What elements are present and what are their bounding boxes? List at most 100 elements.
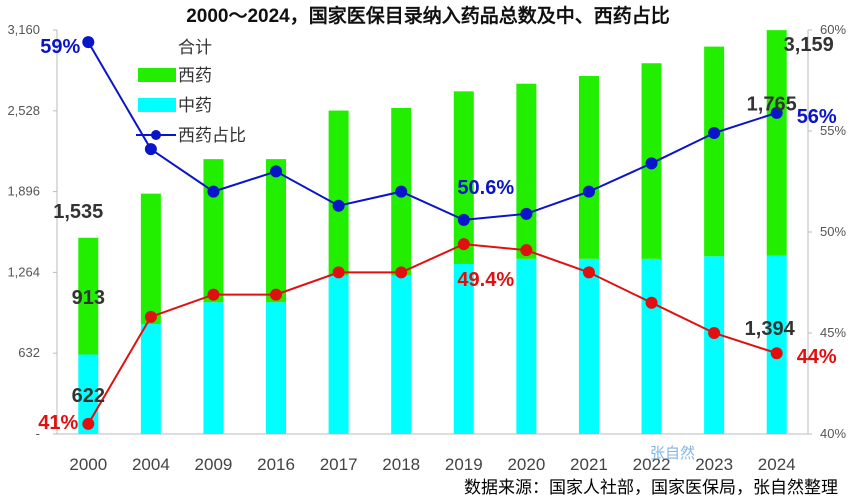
data-label: 44% [797, 346, 837, 368]
annotations: 59% 41% 1,535 913 622 50.6% 49.4% 3,159 1,76556%… [38, 34, 837, 434]
point-chinese-share [332, 266, 345, 279]
data-label: 913 [72, 287, 105, 309]
right-tick-label: 60% [820, 22, 846, 37]
data-label: 622 [72, 385, 105, 407]
left-tick-label: 2,528 [7, 103, 40, 118]
x-tick-label: 2020 [507, 455, 545, 474]
legend: 合计 西药 中药 西药占比 [136, 38, 246, 145]
bar-chinese-medicine [391, 275, 412, 434]
point-western-share [207, 185, 220, 198]
point-western-share [270, 165, 283, 178]
x-tick-label: 2021 [570, 455, 608, 474]
legend-label-chinese: 中药 [178, 96, 212, 115]
left-axis-ticks: - 632 1,264 1,896 2,528 3,160 [7, 22, 57, 441]
point-western-share [645, 157, 658, 170]
point-chinese-share [395, 266, 408, 279]
bar-western-medicine [140, 193, 161, 325]
chart-title: 2000～2024，国家医保目录纳入药品总数及中、西药占比 [186, 4, 670, 27]
axis-lines [56, 30, 809, 435]
point-western-share [82, 36, 95, 49]
legend-swatch-chinese [138, 98, 176, 112]
x-axis-ticks: 2000 2004 2009 2016 2017 2018 2019 2020 2021 2022… [69, 455, 795, 474]
data-label: 49.4% [457, 269, 514, 291]
point-western-share [770, 106, 783, 119]
x-tick-label: 2018 [382, 455, 420, 474]
watermark: 张自然 [650, 445, 695, 462]
data-label: 59% [40, 36, 80, 58]
bar-western-medicine [328, 110, 349, 276]
x-tick-label: 2024 [758, 455, 796, 474]
point-chinese-share [270, 288, 283, 301]
x-tick-label: 2023 [695, 455, 733, 474]
x-tick-label: 2016 [257, 455, 295, 474]
legend-marker-share [151, 130, 161, 140]
data-label: 50.6% [457, 177, 514, 199]
point-western-share [708, 127, 721, 140]
left-tick-label: 1,264 [7, 264, 40, 279]
bar-chinese-medicine [516, 258, 537, 434]
legend-swatch-western [138, 68, 176, 82]
point-chinese-share [207, 288, 220, 301]
point-western-share [332, 199, 345, 212]
right-tick-label: 40% [820, 426, 846, 441]
data-label: 41% [38, 412, 78, 434]
point-chinese-share [520, 244, 533, 257]
left-tick-label: 632 [18, 345, 40, 360]
bar-chinese-medicine [328, 275, 349, 434]
point-western-share [582, 185, 595, 198]
x-tick-label: 2019 [445, 455, 483, 474]
point-chinese-share [144, 310, 157, 323]
right-tick-label: 50% [820, 224, 846, 239]
bar-chinese-medicine [578, 258, 599, 434]
left-tick-label: 3,160 [7, 22, 40, 37]
bar-chinese-medicine [203, 302, 224, 434]
bar-western-medicine [78, 237, 99, 355]
left-tick-label: 1,896 [7, 184, 40, 199]
point-chinese-share [770, 347, 783, 360]
line-series [82, 36, 783, 430]
legend-title: 合计 [178, 38, 212, 57]
legend-label-share: 西药占比 [178, 126, 246, 145]
point-chinese-share [82, 417, 95, 430]
point-chinese-share [708, 327, 721, 339]
bar-western-medicine [203, 159, 224, 303]
bar-western-medicine [516, 83, 537, 259]
data-label: 1,535 [53, 201, 103, 223]
bar-series [78, 30, 787, 434]
right-axis-ticks: 40% 45% 50% 55% 60% [808, 22, 846, 441]
bar-chinese-medicine [453, 263, 474, 434]
source-note: 数据来源：国家人社部，国家医保局，张自然整理 [464, 478, 838, 497]
x-tick-label: 2017 [320, 455, 358, 474]
bar-western-medicine [704, 46, 725, 257]
x-tick-label: 2022 [633, 455, 671, 474]
point-western-share [520, 207, 533, 220]
bar-chinese-medicine [704, 256, 725, 434]
bar-chinese-medicine [766, 255, 787, 434]
point-western-share [144, 143, 157, 156]
right-tick-label: 55% [820, 123, 846, 138]
data-label: 56% [797, 106, 837, 128]
left-tick-label: - [36, 426, 40, 441]
x-tick-label: 2009 [195, 455, 233, 474]
point-chinese-share [582, 266, 595, 279]
x-tick-label: 2000 [69, 455, 107, 474]
bar-western-medicine [266, 159, 287, 303]
legend-label-western: 西药 [178, 66, 212, 85]
point-chinese-share [645, 296, 658, 309]
bar-chinese-medicine [266, 302, 287, 434]
data-label: 1,765 [747, 93, 797, 115]
line-chinese-share [87, 243, 778, 425]
bar-chinese-medicine [641, 258, 662, 434]
point-western-share [395, 185, 408, 198]
right-tick-label: 45% [820, 325, 846, 340]
data-label: 1,394 [745, 318, 796, 340]
point-chinese-share [457, 238, 470, 251]
line-western-share [87, 41, 778, 221]
data-label: 3,159 [784, 34, 834, 56]
point-western-share [457, 213, 470, 226]
bar-western-medicine [766, 30, 787, 256]
bar-chinese-medicine [140, 324, 161, 434]
bar-western-medicine [578, 76, 599, 259]
x-tick-label: 2004 [132, 455, 170, 474]
